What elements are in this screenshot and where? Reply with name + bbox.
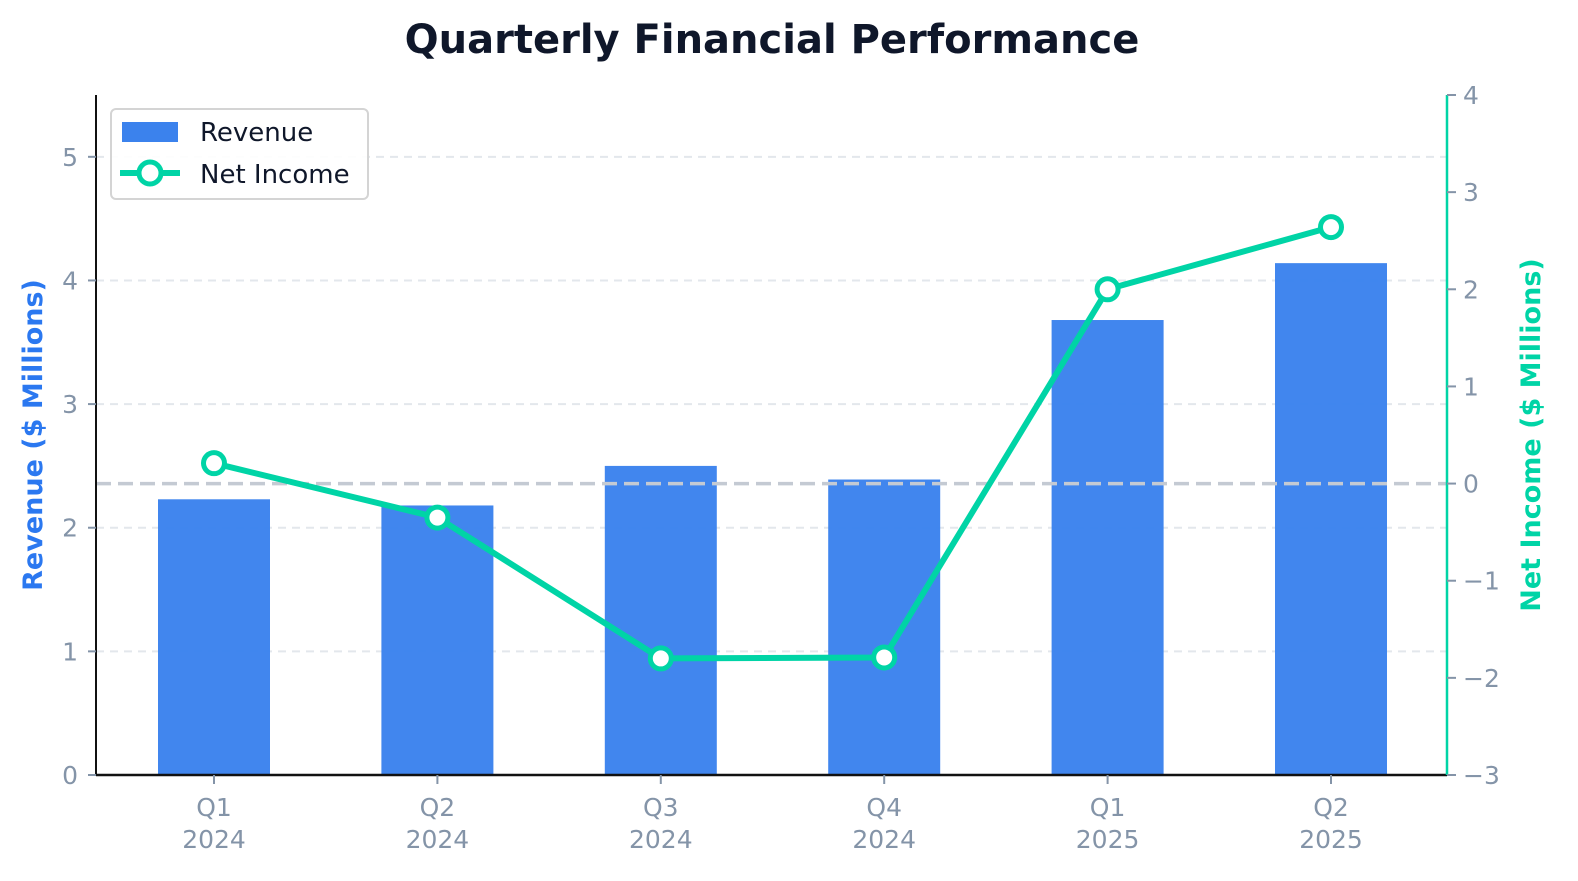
right-tick-label: 1 (1463, 372, 1479, 401)
revenue-bar (158, 499, 270, 775)
left-axis-label: Revenue ($ Millions) (18, 279, 49, 591)
net-income-marker (201, 450, 227, 477)
right-axis-ticks: −3 −2 −1 0 1 2 3 4 (1447, 81, 1500, 790)
left-tick-label: 1 (62, 637, 78, 666)
net-income-polyline (213, 224, 1332, 662)
x-tick-quarter: Q4 (866, 793, 902, 822)
right-tick-label: 4 (1463, 81, 1479, 110)
revenue-bar (381, 505, 494, 775)
revenue-bars (158, 263, 1387, 775)
net-income-marker (1318, 214, 1344, 241)
revenue-bar (828, 479, 941, 775)
x-tick-year: 2024 (406, 825, 470, 854)
right-tick-label: −3 (1463, 761, 1500, 790)
gridlines (96, 155, 1447, 653)
right-tick-label: 3 (1463, 178, 1479, 207)
revenue-bar (1275, 263, 1387, 775)
x-tick-quarter: Q3 (643, 793, 679, 822)
left-axis-ticks: 0 1 2 3 4 5 (62, 143, 96, 790)
chart-title: Quarterly Financial Performance (405, 17, 1140, 63)
revenue-bar (604, 465, 717, 775)
x-tick-quarter: Q2 (1313, 793, 1349, 822)
left-tick-label: 2 (62, 514, 78, 543)
x-tick-year: 2024 (182, 825, 246, 854)
left-tick-label: 3 (62, 390, 78, 419)
x-axis-ticks: Q1 2024 Q2 2024 Q3 2024 Q4 2024 Q1 2025 Q2 2025 (182, 775, 1363, 854)
legend-revenue-swatch (122, 122, 178, 142)
net-income-marker (424, 504, 451, 531)
right-axis-label: Net Income ($ Millions) (1516, 258, 1547, 611)
axes (95, 95, 1449, 777)
left-tick-label: 0 (62, 761, 78, 790)
left-tick-label: 5 (62, 143, 78, 172)
x-tick-quarter: Q2 (420, 793, 456, 822)
legend-revenue-label: Revenue (200, 118, 313, 148)
x-tick-year: 2024 (629, 825, 693, 854)
legend-net-income-label: Net Income (200, 160, 350, 190)
legend: Revenue Net Income (110, 108, 369, 200)
legend-net-income-marker (136, 159, 164, 187)
x-tick-quarter: Q1 (1090, 793, 1126, 822)
x-tick-year: 2025 (1299, 825, 1363, 854)
net-income-marker (1094, 276, 1121, 303)
net-income-marker (871, 644, 898, 671)
x-tick-year: 2025 (1076, 825, 1140, 854)
right-tick-label: −2 (1463, 664, 1500, 693)
right-tick-label: −1 (1463, 567, 1500, 596)
x-tick-year: 2024 (852, 825, 916, 854)
x-tick-quarter: Q1 (196, 793, 232, 822)
net-income-line (201, 214, 1344, 672)
net-income-marker (647, 645, 674, 672)
right-tick-label: 0 (1463, 470, 1479, 499)
revenue-bar (1051, 320, 1164, 775)
right-tick-label: 2 (1463, 275, 1479, 304)
left-tick-label: 4 (62, 266, 78, 295)
